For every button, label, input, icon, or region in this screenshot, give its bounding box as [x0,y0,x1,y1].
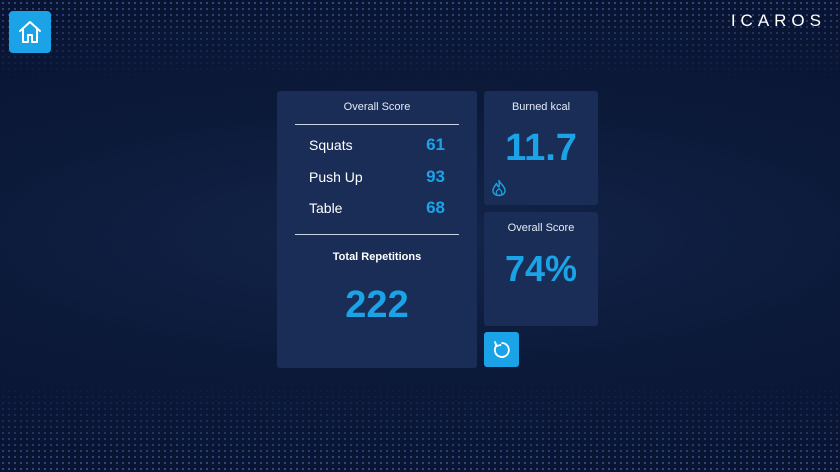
kcal-title: Burned kcal [511,101,571,113]
exercise-label: Table [309,200,343,216]
overall-score-panel: Overall Score 74% [484,212,598,326]
burned-kcal-panel: Burned kcal 11.7 [484,91,598,205]
total-repetitions-value: 222 [345,284,409,326]
home-icon [19,21,41,43]
background-dot-pattern-bottom [0,382,840,472]
exercise-value: 61 [426,135,445,154]
exercise-row-push-up: Push Up 93 [309,167,445,187]
summary-title: Overall Score [343,101,411,113]
total-repetitions-label: Total Repetitions [332,251,422,263]
overall-score-title: Overall Score [507,222,575,234]
restart-icon [493,340,510,358]
kcal-value: 11.7 [505,127,577,169]
divider [295,234,459,235]
icaros-logo: ICAROS [730,11,826,30]
home-button[interactable] [9,11,51,53]
divider [295,124,459,125]
overall-score-value: 74% [504,248,578,289]
flame-icon [492,179,506,197]
exercise-value: 68 [426,198,445,217]
exercise-value: 93 [426,167,445,186]
exercise-row-table: Table 68 [309,198,445,218]
background-dot-pattern-top [0,0,840,80]
exercise-summary-panel: Overall Score Squats 61 Push Up 93 Table… [277,91,477,368]
exercise-row-squats: Squats 61 [309,135,445,155]
exercise-label: Push Up [309,169,363,185]
restart-button[interactable] [484,332,519,367]
exercise-label: Squats [309,137,353,153]
